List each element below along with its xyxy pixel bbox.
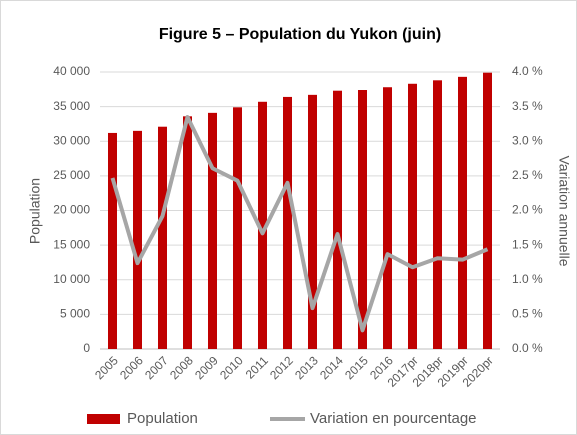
y2-tick-label: 1.0 %	[512, 272, 543, 286]
bar	[108, 132, 117, 349]
bar	[183, 116, 192, 349]
line	[110, 115, 489, 333]
y2-axis-title: Variation annuelle	[556, 155, 572, 266]
bar	[233, 107, 242, 349]
y-tick-label: 15 000	[53, 237, 90, 251]
y-tick-label: 30 000	[53, 133, 90, 147]
y-axis-title: Population	[27, 178, 43, 244]
y2-tick-label: 0.0 %	[512, 341, 543, 355]
y-tick-label: 10 000	[53, 272, 90, 286]
y-tick-label: 5 000	[60, 307, 90, 321]
y2-tick-label: 2.0 %	[512, 203, 543, 217]
y2-tick-label: 3.5 %	[512, 99, 543, 113]
bar	[358, 90, 367, 349]
bar	[133, 130, 142, 349]
bar	[158, 126, 167, 350]
bar	[283, 96, 292, 350]
bar	[383, 87, 392, 350]
y-tick-label: 0	[83, 341, 90, 355]
bar	[408, 83, 417, 350]
y2-tick-label: 4.0 %	[512, 64, 543, 78]
y2-tick-label: 2.5 %	[512, 168, 543, 182]
bar	[208, 112, 217, 349]
y2-tick-label: 1.5 %	[512, 237, 543, 251]
y-tick-label: 25 000	[53, 168, 90, 182]
y-tick-label: 20 000	[53, 203, 90, 217]
legend-swatch	[87, 414, 120, 424]
bar	[333, 90, 342, 349]
legend-label: Variation en pourcentage	[310, 410, 477, 427]
y-tick-label: 40 000	[53, 64, 90, 78]
bar	[433, 80, 442, 349]
y2-tick-label: 0.5 %	[512, 307, 543, 321]
bar	[258, 101, 267, 349]
y-tick-label: 35 000	[53, 99, 90, 113]
bar	[483, 72, 492, 349]
bar	[308, 94, 317, 349]
legend-label: Population	[127, 410, 198, 427]
y2-tick-label: 3.0 %	[512, 133, 543, 147]
chart-title: Figure 5 – Population du Yukon (juin)	[159, 26, 441, 43]
bar	[458, 76, 467, 349]
